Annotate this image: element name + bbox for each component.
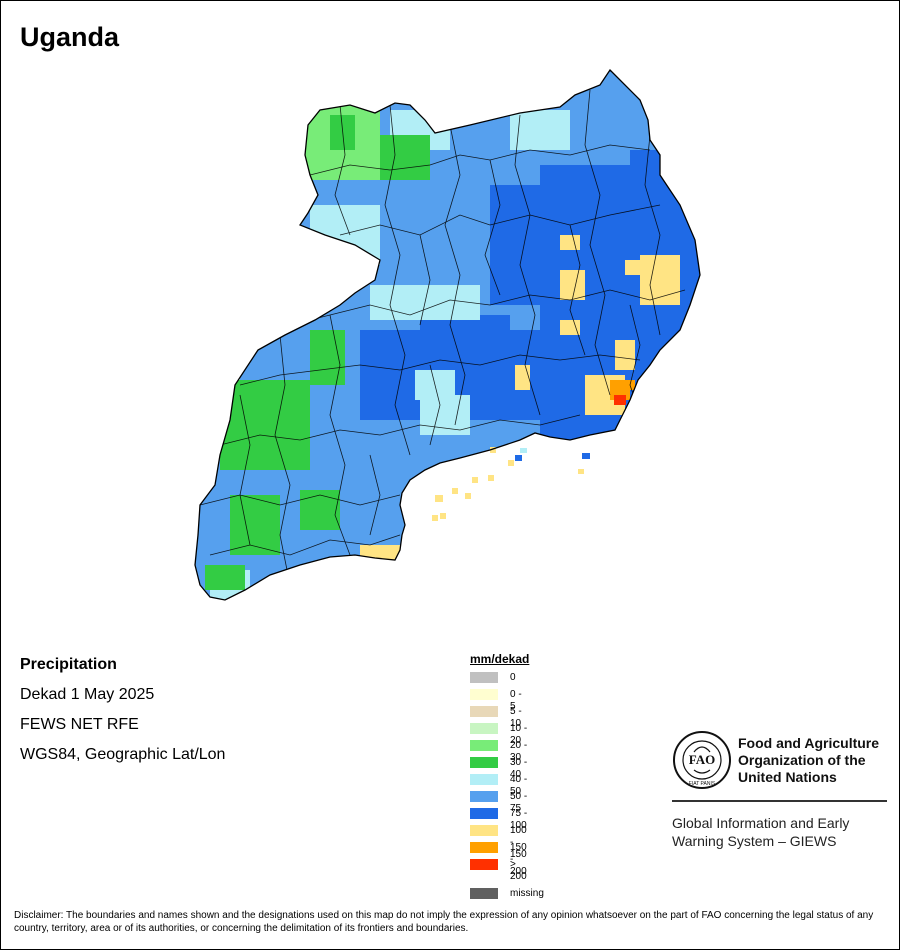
legend-swatch	[470, 672, 498, 683]
legend-item: 5 - 10	[470, 704, 529, 729]
legend-swatch	[470, 689, 498, 700]
legend-item: 40 - 50	[470, 772, 529, 797]
precipitation-map	[194, 69, 701, 601]
map-zone-100-150	[560, 235, 580, 250]
period-label: Dekad 1 May 2025	[20, 686, 155, 703]
legend-swatch	[470, 842, 498, 853]
source-label: FEWS NET RFE	[20, 716, 139, 733]
legend-label-missing: missing	[510, 888, 544, 899]
country-title: Uganda	[20, 22, 120, 52]
disclaimer: Disclaimer: The boundaries and names sho…	[14, 910, 874, 934]
map-zone-over-200	[614, 395, 626, 405]
legend-item: 10 - 20	[470, 721, 529, 746]
legend-swatch	[470, 723, 498, 734]
legend-item-missing: missing	[470, 886, 590, 903]
legend-swatch	[470, 774, 498, 785]
variable-label: Precipitation	[20, 656, 117, 673]
map-zone-30-40	[310, 330, 345, 385]
map-zone-100-150	[515, 365, 530, 390]
map-zone-75-100	[490, 185, 550, 305]
map-zone-100-150	[360, 545, 400, 560]
legend-label: 50 - 75	[510, 791, 528, 814]
legend-label: 10 - 20	[510, 723, 528, 746]
legend-item: > 200	[470, 857, 529, 882]
legend-swatch	[470, 706, 498, 717]
map-zone-75-100	[420, 315, 510, 355]
legend-title: mm/dekad	[470, 652, 530, 666]
map-info: Precipitation Dekad 1 May 2025 FEWS NET …	[20, 656, 225, 776]
legend-item: 30 - 40	[470, 755, 529, 780]
map-zone-40-50	[310, 205, 380, 265]
legend-swatch	[470, 825, 498, 836]
legend-item: 0 - 5	[470, 687, 529, 712]
map-zone-100-150	[560, 320, 580, 335]
map-zone-75-100	[630, 150, 660, 180]
map-zone-30-40	[205, 565, 245, 590]
map-zone-100-150	[615, 340, 635, 370]
legend-label: 0 - 5	[510, 689, 522, 712]
legend-swatch	[470, 808, 498, 819]
map-zone-75-100	[540, 165, 700, 455]
map-zone-30-40	[380, 135, 430, 180]
legend-item: 20 - 30	[470, 738, 529, 763]
map-zone-30-40	[300, 490, 340, 530]
legend-label: 150 - 200	[510, 842, 527, 877]
projection-label: WGS84, Geographic Lat/Lon	[20, 746, 226, 763]
fao-logo: FAO FIAT PANIS	[673, 731, 731, 789]
fao-logo-motto: FIAT PANIS	[689, 781, 716, 787]
legend-item: 75 - 100	[470, 806, 529, 831]
legend-label: 100 - 150	[510, 825, 527, 860]
legend-swatch	[470, 740, 498, 751]
legend-swatch-missing	[470, 888, 498, 899]
map-zone-100-150	[560, 270, 585, 300]
map-zone-100-150	[625, 260, 645, 275]
legend-swatch	[470, 791, 498, 802]
legend-item: 50 - 75	[470, 789, 529, 814]
legend-label: 5 - 10	[510, 706, 522, 729]
legend-swatch	[470, 859, 498, 870]
legend-label: > 200	[510, 859, 527, 882]
legend-label: 0	[510, 672, 516, 683]
giews-name: Global Information and Early Warning Sys…	[672, 815, 850, 849]
branding-divider	[672, 800, 887, 802]
map-zone-30-40	[230, 495, 280, 555]
legend-swatch	[470, 757, 498, 768]
fao-logo-letters: FAO	[689, 752, 715, 767]
legend-label: 30 - 40	[510, 757, 528, 780]
legend-item: 150 - 200	[470, 840, 529, 877]
map-zone-100-150	[640, 255, 680, 305]
lake-victoria-cells	[432, 447, 590, 521]
map-zone-40-50	[510, 110, 570, 150]
legend-item: 100 - 150	[470, 823, 529, 860]
fao-organization-name: Food and Agriculture Organization of the…	[738, 735, 880, 785]
legend-item: 0	[470, 670, 529, 687]
legend-label: 40 - 50	[510, 774, 528, 797]
legend-label: 20 - 30	[510, 740, 528, 763]
legend-label: 75 - 100	[510, 808, 528, 831]
district-boundaries	[199, 89, 686, 586]
